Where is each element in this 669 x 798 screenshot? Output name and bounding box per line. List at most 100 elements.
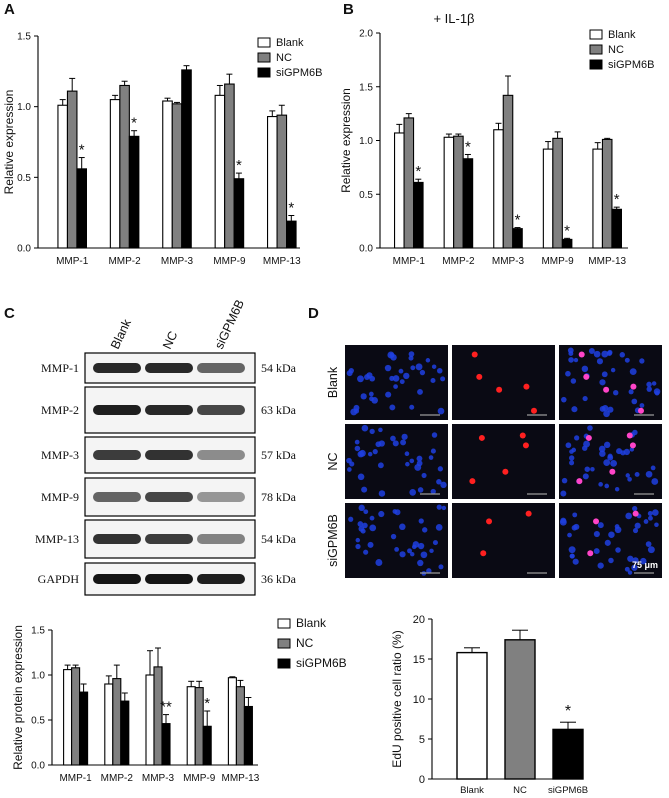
blot-band — [93, 363, 141, 373]
y-tick-label: 10 — [413, 694, 425, 706]
bar-sigpm6b — [161, 723, 171, 766]
x-tick-label: MMP-2 — [108, 256, 141, 267]
blot-band — [197, 574, 245, 584]
significance-mark: * — [288, 199, 294, 216]
nucleus-dot — [623, 448, 631, 456]
nucleus-dot — [392, 440, 399, 447]
bar-sigpm6b — [202, 725, 212, 766]
nucleus-dot — [377, 462, 384, 469]
nucleus-dot — [392, 375, 400, 382]
significance-mark: * — [515, 212, 521, 229]
edu-row-label: siGPM6B — [326, 514, 340, 567]
bar-blank — [109, 99, 121, 249]
nucleus-dot — [651, 381, 657, 386]
nucleus-dot — [604, 539, 611, 546]
x-tick-label: MMP-3 — [492, 256, 525, 267]
nucleus-dot — [590, 466, 595, 472]
nucleus-dot — [598, 445, 606, 453]
nucleus-dot — [359, 449, 366, 457]
bar-nc — [194, 687, 204, 766]
significance-mark: * — [564, 222, 570, 239]
edu-positive-dot — [603, 386, 610, 393]
bar-sigpm6b — [285, 220, 297, 249]
y-tick-label: 1.5 — [17, 32, 31, 43]
bar-sigpm6b — [512, 228, 523, 249]
nucleus-dot — [371, 397, 378, 404]
nucleus-dot — [627, 555, 634, 562]
nucleus-dot — [378, 510, 385, 518]
western-blot-panel: Blank NC siGPM6B MMP-1 54 kDa MMP-2 63 kDa MMP-… — [35, 298, 297, 596]
nucleus-dot — [560, 490, 567, 497]
edu-positive-dot — [593, 518, 600, 525]
bar-blank — [266, 116, 278, 249]
nucleus-dot — [354, 408, 360, 414]
y-tick-label: 0.5 — [31, 716, 45, 727]
edu-positive-dot — [478, 434, 485, 441]
bar-nc — [276, 114, 288, 249]
nucleus-dot — [407, 548, 412, 554]
legend-label: siGPM6B — [276, 67, 322, 79]
nucleus-dot — [599, 450, 606, 457]
nucleus-dot — [608, 557, 614, 564]
bar-blank — [227, 677, 237, 766]
bar-blank — [542, 148, 554, 249]
blot-protein-label: GAPDH — [38, 572, 80, 586]
panel-letter-a: A — [4, 1, 15, 18]
nucleus-dot — [355, 543, 361, 550]
bar-nc — [453, 135, 464, 249]
blot-protein-label: MMP-2 — [41, 403, 79, 417]
nucleus-dot — [363, 549, 369, 555]
bar-nc — [112, 678, 122, 766]
bar-sigpm6b — [76, 168, 87, 249]
nucleus-dot — [425, 358, 431, 363]
nucleus-dot — [640, 557, 647, 565]
nucleus-dot — [429, 548, 434, 554]
x-tick-label: siGPM6B — [548, 785, 588, 796]
panel-letter-b: B — [343, 1, 354, 18]
bar-blank — [162, 100, 173, 249]
nucleus-dot — [392, 509, 398, 514]
y-tick-label: 5 — [419, 734, 425, 746]
nucleus-dot — [634, 471, 640, 477]
edu-positive-dot — [496, 386, 503, 393]
nucleus-dot — [358, 504, 365, 512]
nucleus-dot — [369, 515, 375, 521]
edu-image-tile — [452, 424, 555, 499]
y-tick-label: 20 — [413, 614, 425, 626]
bar-nc — [171, 103, 183, 249]
nucleus-dot — [607, 454, 614, 461]
blot-band — [145, 363, 193, 373]
blot-lane-label: siGPM6B — [212, 298, 247, 352]
blot-band — [93, 492, 141, 502]
nucleus-dot — [416, 460, 423, 467]
nucleus-dot — [604, 483, 610, 489]
nucleus-dot — [375, 559, 383, 567]
nucleus-dot — [627, 570, 633, 575]
nucleus-dot — [597, 562, 604, 569]
nucleus-dot — [403, 372, 410, 380]
blot-band — [197, 450, 245, 460]
nucleus-dot — [603, 410, 610, 418]
nucleus-dot — [409, 489, 417, 496]
x-tick-label: NC — [513, 785, 527, 796]
nucleus-dot — [405, 461, 410, 467]
nucleus-dot — [631, 398, 638, 405]
nucleus-dot — [378, 427, 383, 433]
nucleus-dot — [613, 389, 619, 396]
blot-kda-label: 54 kDa — [261, 361, 297, 375]
y-tick-label: 0.0 — [359, 244, 373, 255]
legend-swatch-nc — [277, 638, 291, 649]
nucleus-dot — [639, 358, 645, 364]
bar-blank — [104, 683, 114, 766]
nucleus-dot — [347, 467, 352, 472]
chart-d-edu-positive-ratio: 0 5 10 15 20 EdU positive cell ratio (%) Blank… — [390, 614, 588, 796]
nucleus-dot — [361, 486, 368, 493]
nucleus-dot — [416, 455, 423, 462]
nucleus-dot — [561, 477, 568, 484]
significance-mark: * — [79, 142, 85, 159]
edu-positive-dot — [626, 432, 633, 439]
nucleus-dot — [599, 405, 606, 412]
nucleus-dot — [634, 522, 641, 529]
edu-positive-dot — [469, 478, 476, 485]
nucleus-dot — [567, 532, 572, 538]
